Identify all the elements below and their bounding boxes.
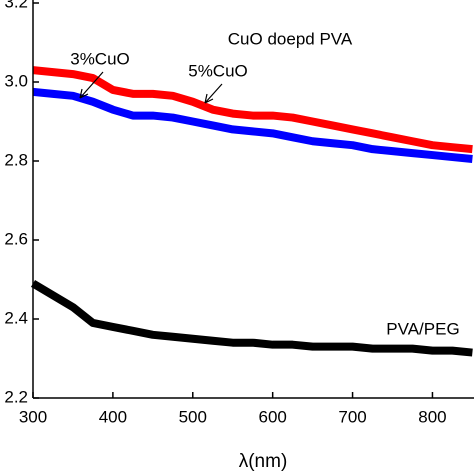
arrow [204, 83, 223, 104]
x-tick-label: 700 [338, 407, 366, 426]
y-tick-label: 2.4 [4, 308, 28, 327]
x-tick-label: 600 [258, 407, 286, 426]
y-tick-label: 2.8 [4, 150, 28, 169]
series-line [32, 66, 473, 154]
series-line [32, 87, 473, 164]
x-axis-label: λ(nm) [239, 451, 288, 472]
series-label: 3%CuO [70, 49, 130, 68]
y-tick-label: 3.0 [4, 71, 28, 90]
x-tick-label: 500 [179, 407, 207, 426]
y-tick-label: 2.2 [4, 387, 28, 406]
series-label: PVA/PEG [386, 319, 459, 338]
y-tick-label: 3.2 [4, 0, 28, 11]
x-tick-label: 400 [99, 407, 127, 426]
series-line [30, 280, 473, 357]
y-tick-label: 2.6 [4, 229, 28, 248]
x-tick-label: 300 [19, 407, 47, 426]
x-tick-label: 800 [418, 407, 446, 426]
arrow [79, 71, 104, 99]
series-label: 5%CuO [188, 61, 248, 80]
chart-title: CuO doepd PVA [228, 29, 353, 48]
